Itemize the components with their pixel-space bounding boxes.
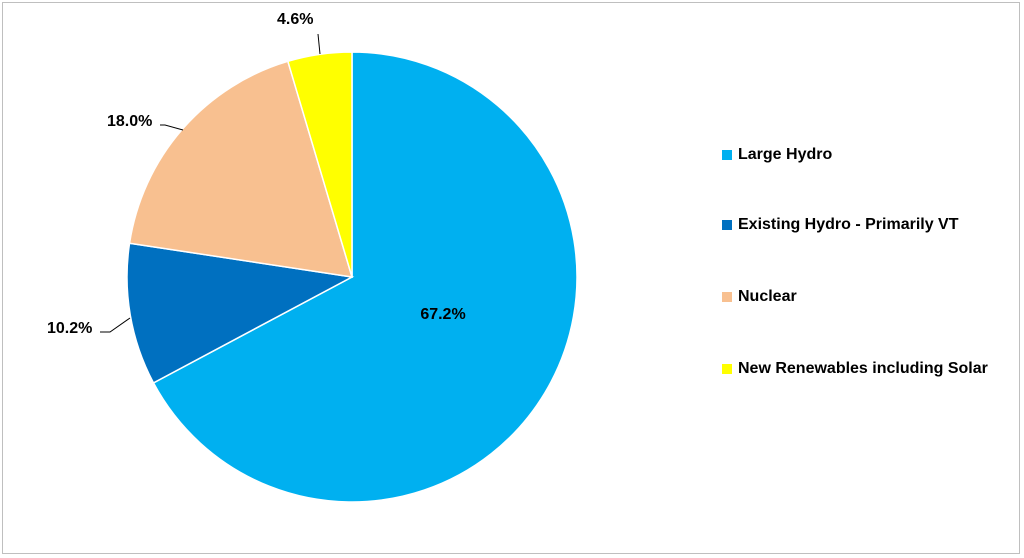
pie-slice-existing-hydro: [126, 242, 355, 384]
pie-slice-large-hydro: [152, 51, 578, 503]
legend-item-large-hydro: Large Hydro: [722, 145, 1012, 215]
legend-item-new-renewables: New Renewables including Solar: [722, 359, 1012, 379]
legend-item-existing-hydro: Existing Hydro - Primarily VT: [722, 215, 1012, 287]
legend-label: Nuclear: [738, 288, 797, 305]
leader-line-existing-hydro: [100, 317, 131, 333]
leader-line-new-renewables: [317, 33, 321, 55]
legend-label: Large Hydro: [738, 146, 833, 163]
legend-swatch-nuclear: [722, 292, 732, 302]
data-label-new-renewables: 4.6%: [277, 11, 313, 28]
data-label-existing-hydro: 10.2%: [47, 320, 92, 337]
data-label-large-hydro: 67.2%: [420, 306, 465, 323]
leader-line-nuclear: [160, 124, 184, 131]
legend-swatch-large-hydro: [722, 150, 732, 160]
legend-label: Existing Hydro - Primarily VT: [738, 216, 959, 233]
legend-item-nuclear: Nuclear: [722, 287, 1012, 359]
legend-swatch-existing-hydro: [722, 220, 732, 230]
legend-label: New Renewables including Solar: [738, 360, 988, 377]
data-label-nuclear: 18.0%: [107, 113, 152, 130]
pie-slice-new-renewables: [286, 51, 353, 278]
legend-swatch-new-renewables: [722, 364, 732, 374]
legend: Large Hydro Existing Hydro - Primarily V…: [722, 145, 1012, 379]
